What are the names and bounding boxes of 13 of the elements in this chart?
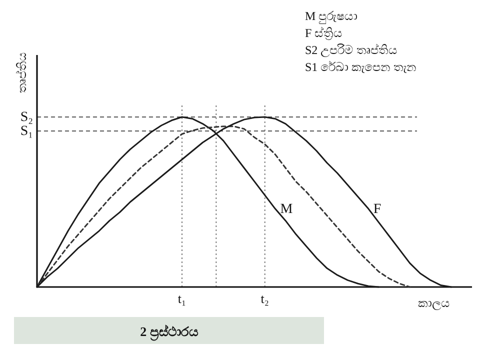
ref-line-label: S₁ <box>20 124 33 139</box>
ref-line-label: S₂ <box>20 110 34 125</box>
series-label: F <box>373 202 382 217</box>
text: F ස්ත්‍රිය <box>305 26 343 40</box>
text: M පුරුෂයා <box>305 9 358 24</box>
text: S2 උපරිම තෘප්තිය <box>305 43 398 58</box>
x-axis-title: කාලය <box>418 296 450 311</box>
series-label: M <box>280 202 294 217</box>
text: S1 රේඛා කැපෙන තැන <box>305 60 417 74</box>
y-axis-title: තෘප්තිය <box>15 52 29 93</box>
x-tick-label: t₂ <box>260 291 269 306</box>
x-tick-label: t₁ <box>178 291 186 306</box>
text: 2 ප්‍රස්ථාරය <box>140 323 199 341</box>
